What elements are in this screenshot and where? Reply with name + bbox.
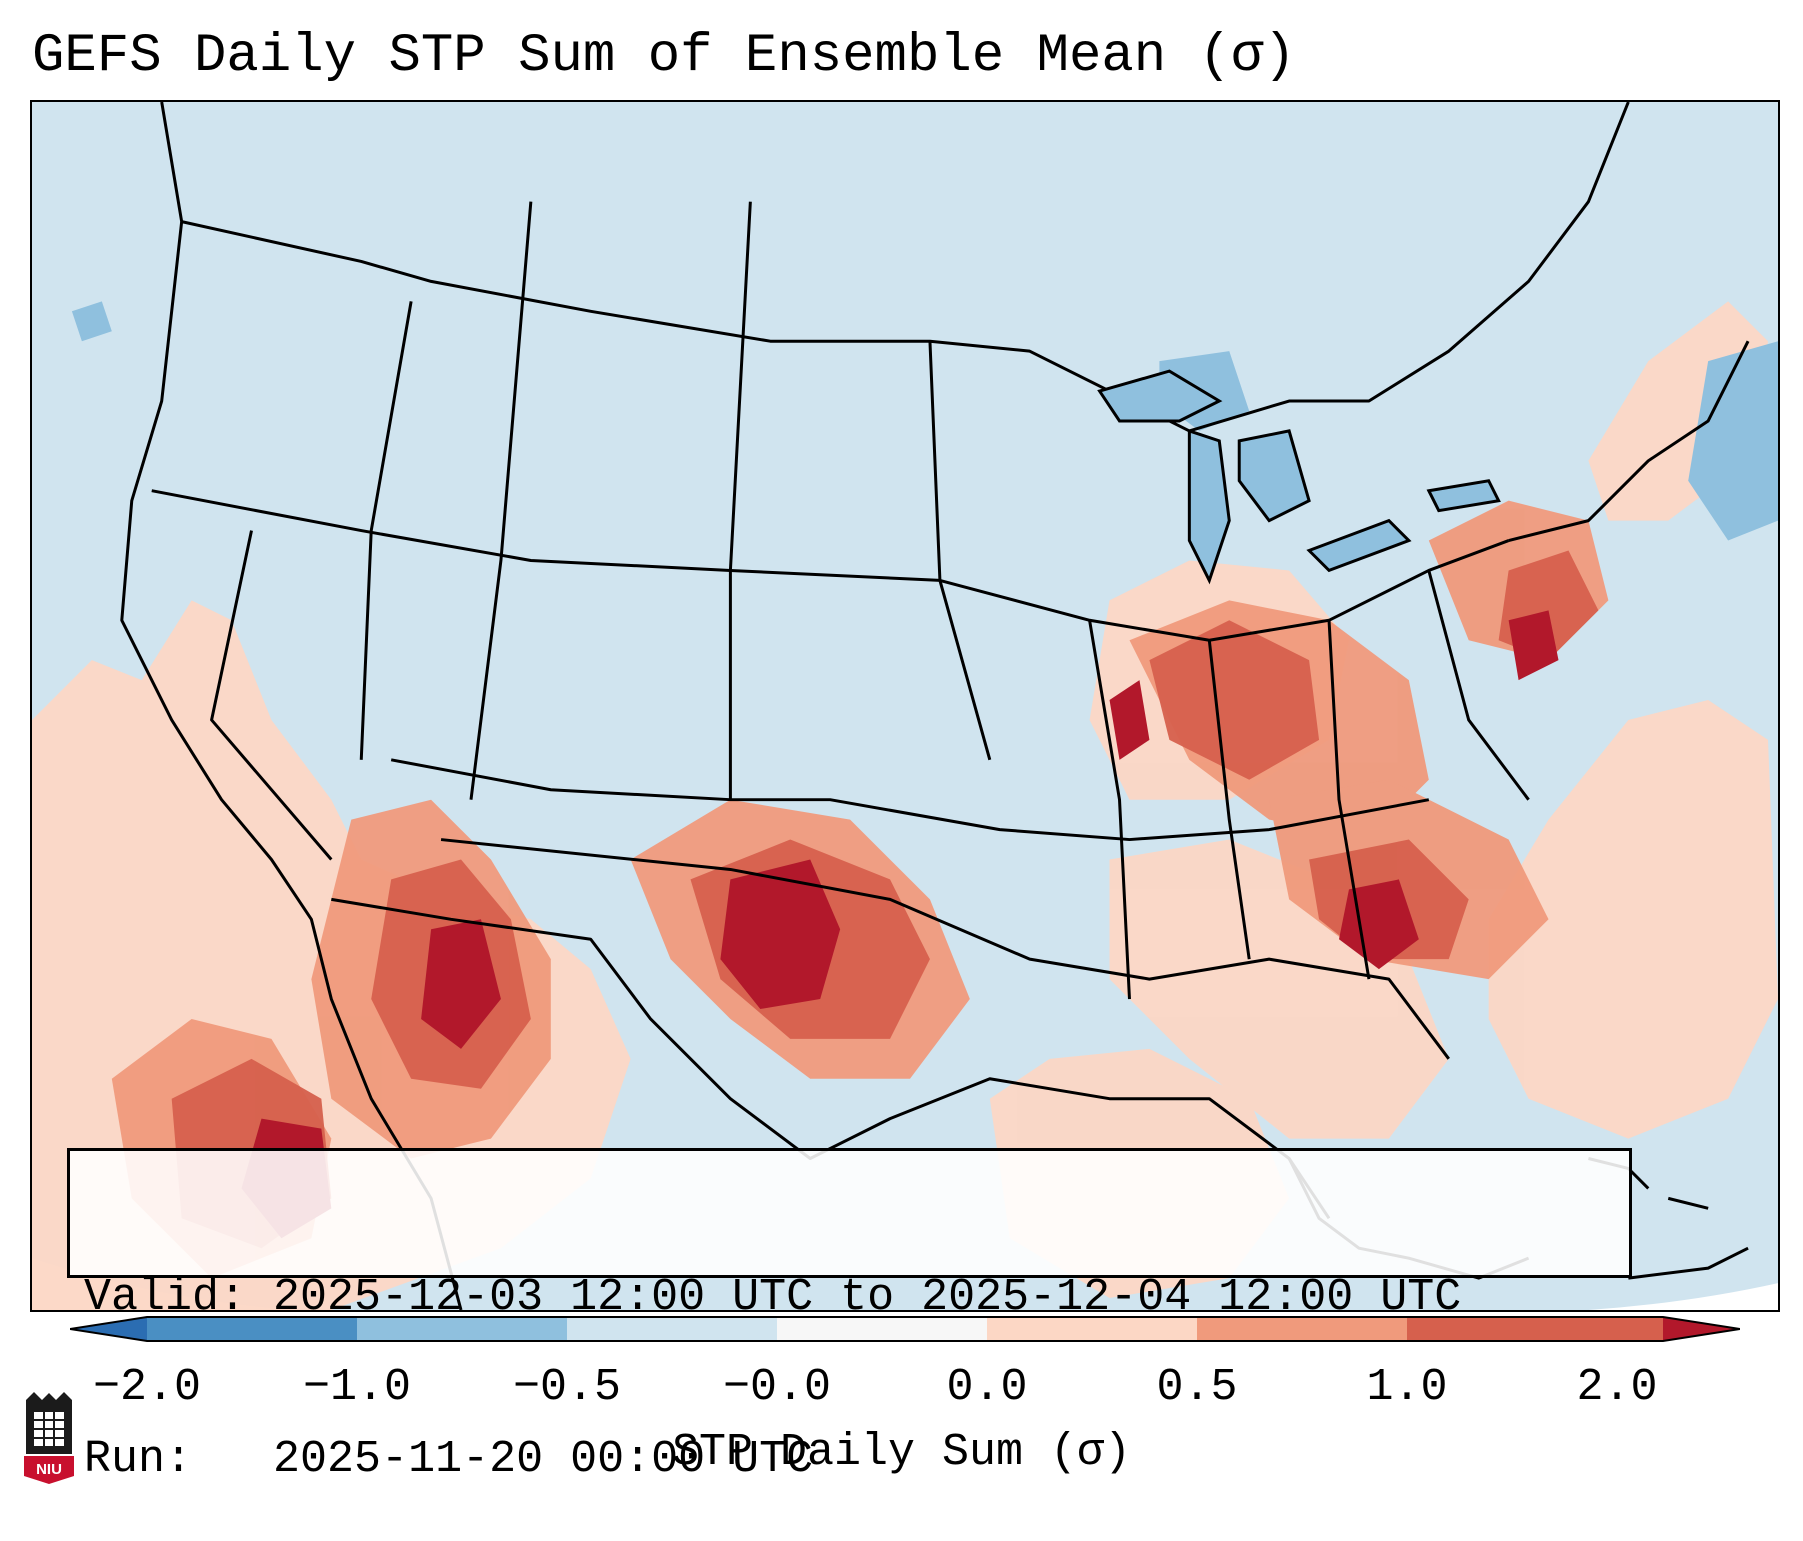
run-value: 2025-11-20 00:00 UTC bbox=[273, 1434, 814, 1485]
colorbar-segment bbox=[70, 1317, 147, 1341]
great-lakes bbox=[1097, 369, 1501, 585]
valid-label: Valid: bbox=[84, 1272, 247, 1323]
logo-text: NIU bbox=[36, 1461, 62, 1478]
chart-title: GEFS Daily STP Sum of Ensemble Mean (σ) bbox=[32, 26, 1296, 87]
colorbar-segments bbox=[70, 1317, 1740, 1341]
colorbar-tick-label: −2.0 bbox=[92, 1362, 202, 1413]
colorbar-tick-label: 0.0 bbox=[946, 1362, 1028, 1413]
valid-time-line: Valid: 2025-12-03 12:00 UTC to 2025-12-0… bbox=[84, 1271, 1615, 1325]
niu-logo-icon: NIU bbox=[24, 1392, 74, 1484]
colorbar-tick-label: 2.0 bbox=[1576, 1362, 1658, 1413]
colorbar-outline bbox=[70, 1316, 1740, 1342]
run-label: Run: bbox=[84, 1434, 193, 1485]
colorbar-segment bbox=[987, 1317, 1197, 1341]
colorbar-label: STP Daily Sum (σ) bbox=[671, 1427, 1132, 1478]
colorbar-segment bbox=[567, 1317, 777, 1341]
map-panel bbox=[30, 100, 1780, 1312]
colorbar-tick-label: 0.5 bbox=[1156, 1362, 1238, 1413]
valid-value: 2025-12-03 12:00 UTC to 2025-12-04 12:00… bbox=[273, 1272, 1462, 1323]
colorbar-tick-label: −0.0 bbox=[722, 1362, 832, 1413]
colorbar-tick-label: 1.0 bbox=[1366, 1362, 1448, 1413]
colorbar-segment bbox=[357, 1317, 567, 1341]
colorbar-tick-label: −1.0 bbox=[302, 1362, 412, 1413]
colorbar-tick-label: −0.5 bbox=[512, 1362, 622, 1413]
run-time-line: Run: 2025-11-20 00:00 UTC bbox=[84, 1433, 1615, 1487]
colorbar-segment bbox=[1197, 1317, 1407, 1341]
projection-corner-right bbox=[1588, 1283, 1778, 1310]
political-boundaries bbox=[120, 102, 1750, 1310]
valid-run-info-box: Valid: 2025-12-03 12:00 UTC to 2025-12-0… bbox=[67, 1148, 1632, 1485]
colorbar-segment bbox=[1407, 1317, 1663, 1341]
colorbar-segment bbox=[147, 1317, 357, 1341]
colorbar-segment bbox=[777, 1317, 987, 1341]
colorbar bbox=[70, 1316, 1740, 1342]
colorbar-segment bbox=[1663, 1317, 1740, 1341]
stp-map bbox=[32, 102, 1778, 1310]
